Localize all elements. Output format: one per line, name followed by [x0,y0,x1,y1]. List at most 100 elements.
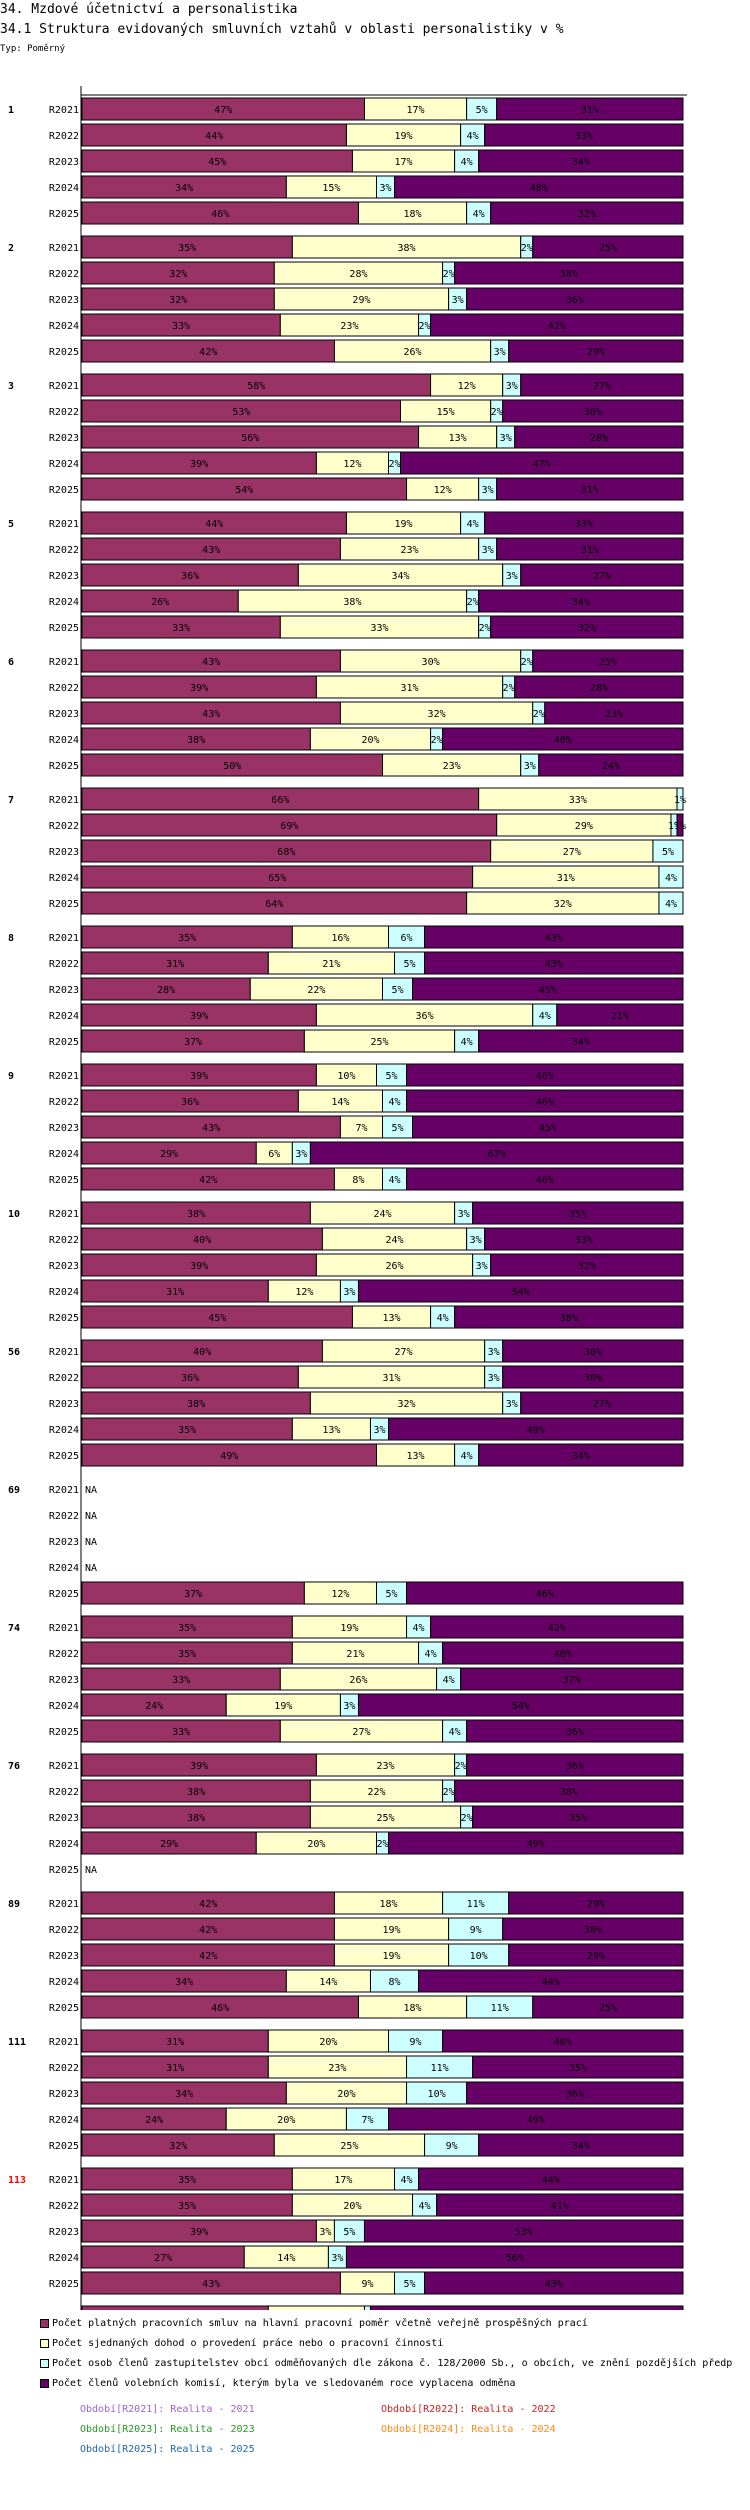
data-label: 21% [346,1649,364,1660]
data-label: 69% [280,821,298,832]
bar-segment [508,1943,684,1967]
data-label: 3% [506,381,518,392]
period-label: R2024 [49,1425,79,1436]
data-label: 26% [404,347,422,358]
group-label: 69 [8,1485,20,1496]
data-label: 35% [178,243,196,254]
group-label: 3 [8,381,14,392]
data-label: 5% [343,2227,355,2238]
data-label: 5% [404,2279,416,2290]
data-label: 43% [545,2279,563,2290]
data-label: 12% [343,459,361,470]
bar-segment [430,1615,684,1639]
group-label: 89 [8,1899,20,1910]
data-label: 30% [584,407,602,418]
data-label: 5% [404,959,416,970]
data-label: 54% [235,485,253,496]
legend-item-council-members: Počet osob členů zastupitelstev obcí odm… [40,2358,732,2370]
period-label: R2024 [49,1287,79,1298]
section-title: 34. Mzdové účetnictví a personalistika [0,2,298,17]
period-r2021: Období[R2021]: Realita - 2021 [80,2404,255,2415]
data-label: 28% [590,683,608,694]
data-label: 2% [521,657,533,668]
data-label: 11% [491,2003,509,2014]
data-label: 33% [575,131,593,142]
period-label: R2025 [49,1727,79,1738]
period-label: R2023 [49,985,79,996]
period-label: R2022 [49,959,79,970]
data-label: 49% [220,1451,238,1462]
data-label: 3% [470,1235,482,1246]
period-label: R2023 [49,1261,79,1272]
data-label: 66% [271,795,289,806]
data-label: 3% [506,571,518,582]
na-label: NA [85,1563,97,1574]
period-label: R2025 [49,347,79,358]
data-label: 3% [482,485,494,496]
data-label: 28% [157,985,175,996]
data-label: 42% [199,1899,217,1910]
bar-segment [424,951,684,975]
period-label: R2023 [49,1813,79,1824]
data-label: 39% [190,1761,208,1772]
data-label: 4% [425,1649,437,1660]
legend-swatch [40,2338,49,2348]
data-label: 24% [602,761,620,772]
period-label: R2022 [49,683,79,694]
bar-segment [406,1089,684,1113]
period-label: R2025 [49,2003,79,2014]
data-label: 24% [145,1701,163,1712]
data-label: 8% [388,1977,400,1988]
data-label: 2% [521,243,533,254]
bar-segment [658,891,684,915]
data-label: 20% [343,2201,361,2212]
period-label: R2024 [49,1701,79,1712]
data-label: 3% [343,1287,355,1298]
legend-label: Počet platných pracovních smluv na hlavn… [52,2318,588,2329]
data-label: 43% [202,545,220,556]
data-label: 4% [437,1313,449,1324]
data-label: 58% [247,381,265,392]
data-label: 38% [398,243,416,254]
data-label: 29% [587,347,605,358]
period-r2025: Období[R2025]: Realita - 2025 [80,2444,255,2455]
data-label: 43% [202,2279,220,2290]
period-label: R2025 [49,485,79,496]
group-label: 9 [8,1071,14,1082]
period-label: R2023 [49,2227,79,2238]
period-r2023: Období[R2023]: Realita - 2023 [80,2424,255,2435]
data-label: 40% [554,735,572,746]
period-label: R2021 [49,933,79,944]
group-label: 74 [8,1623,20,1634]
data-label: 47% [214,105,232,116]
data-label: 40% [554,2037,572,2048]
data-label: 18% [379,1899,397,1910]
data-label: 26% [151,597,169,608]
data-label: 3% [524,761,536,772]
data-label: 38% [343,597,361,608]
data-label: 23% [401,545,419,556]
period-label: R2024 [49,1149,79,1160]
data-label: 33% [172,1675,190,1686]
period-label: R2022 [49,269,79,280]
data-label: 5% [385,1071,397,1082]
period-label: R2022 [49,407,79,418]
data-label: 36% [566,1761,584,1772]
data-label: 31% [557,873,575,884]
data-label: 48% [530,183,548,194]
data-label: 3% [506,1399,518,1410]
bar-segment [556,1003,684,1027]
data-label: 16% [331,933,349,944]
bar-segment [357,1693,684,1717]
data-label: 34% [572,157,590,168]
bar-segment [454,1779,684,1803]
data-label: 27% [563,847,581,858]
data-label: 29% [575,821,593,832]
bar-segment [394,175,684,199]
period-label: R2025 [49,1589,79,1600]
data-label: 4% [665,899,677,910]
period-label: R2024 [49,321,79,332]
data-label: 4% [388,1097,400,1108]
data-label: 15% [437,407,455,418]
period-label: R2025 [49,623,79,634]
